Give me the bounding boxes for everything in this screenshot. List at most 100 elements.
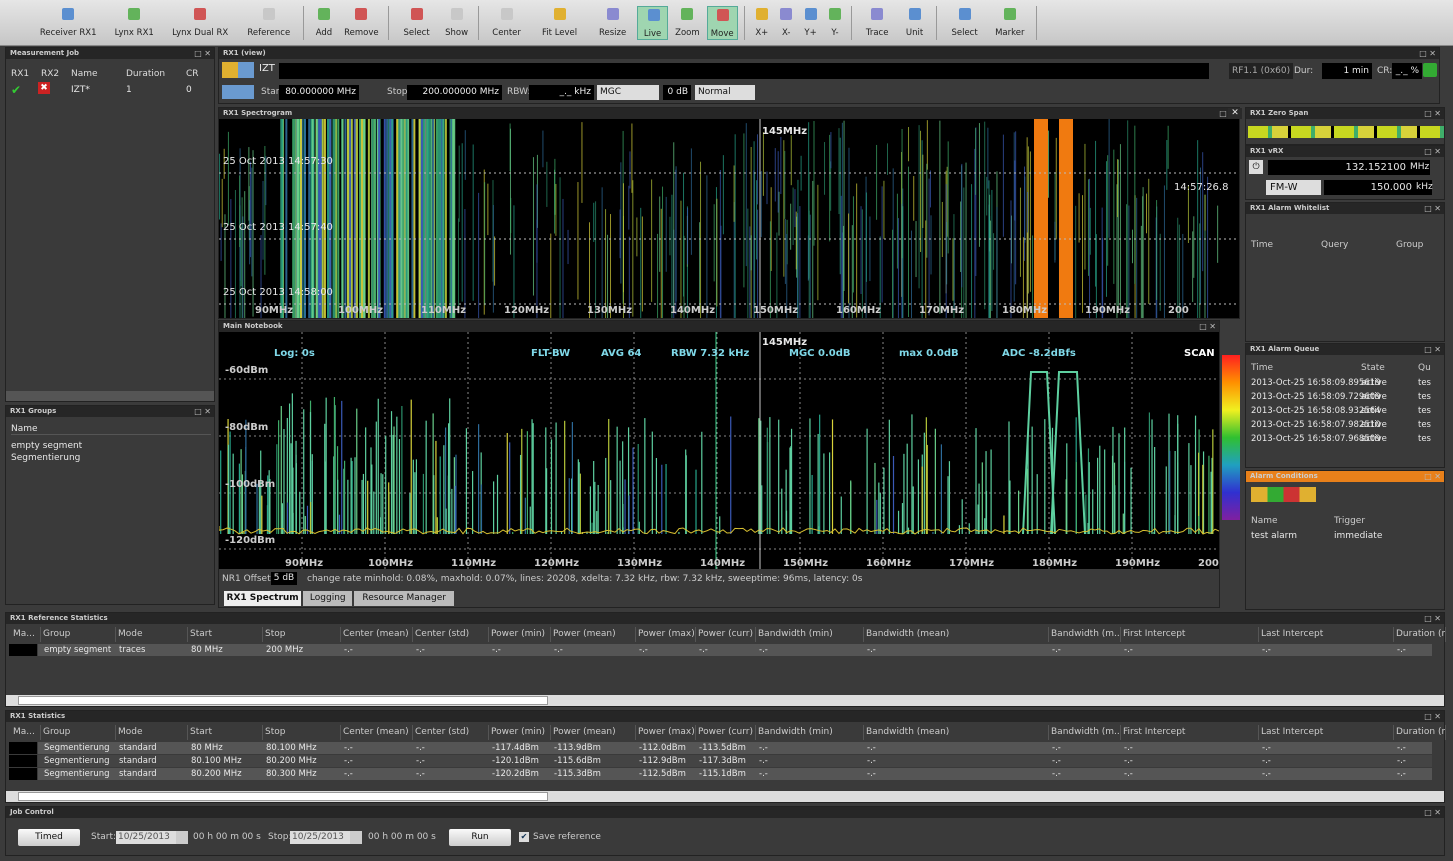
spectrogram-line	[220, 223, 222, 261]
spectrogram-line	[960, 201, 962, 272]
rx2-cross[interactable]: ✖	[38, 82, 50, 94]
toolbar-button[interactable]: Reference	[240, 6, 297, 40]
toolbar-button[interactable]: Y+	[800, 6, 820, 40]
toolbar-button[interactable]: Add	[311, 6, 337, 40]
panel-close[interactable]: □ ✕	[194, 407, 211, 416]
panel-close[interactable]: □ ✕	[1424, 204, 1441, 213]
panel-close[interactable]: □ ✕	[1424, 472, 1441, 481]
cell[interactable]: immediate	[1334, 531, 1383, 541]
toolbar-button[interactable]: X+	[752, 6, 772, 40]
scroll-thumb[interactable]	[18, 696, 548, 705]
condition-tools[interactable]	[1251, 487, 1316, 502]
cell: -.-	[1397, 743, 1406, 753]
status-label: ADC -8.2dBfs	[1002, 348, 1076, 359]
table-row[interactable]	[38, 644, 1432, 656]
toolbar-button[interactable]: Lynx RX1	[108, 6, 160, 40]
rx1-check[interactable]: ✔	[11, 83, 22, 97]
run-button[interactable]: Run	[449, 829, 511, 846]
tab[interactable]: RX1 Spectrum	[224, 591, 302, 606]
table-row[interactable]	[38, 768, 1432, 780]
panel-close[interactable]: □ ✕	[1424, 808, 1441, 817]
panel-close[interactable]: □ ✕	[1424, 614, 1441, 623]
timed-button[interactable]: Timed	[18, 829, 80, 846]
spectrogram-line	[242, 216, 244, 318]
toolbar-button[interactable]: Lynx Dual RX	[164, 6, 236, 40]
button-label: Reference	[247, 28, 291, 38]
panel: RX1 Statistics □ ✕ Ma... Group Mode Start Stop…	[5, 710, 1446, 803]
spectrogram-line	[797, 179, 799, 318]
normal[interactable]: Normal	[695, 85, 755, 100]
mode[interactable]: MGC	[597, 85, 659, 100]
panel-close[interactable]: □ ✕	[1424, 109, 1441, 118]
toolbar-button[interactable]: Receiver RX1	[32, 6, 104, 40]
dur[interactable]: 1 min	[1322, 63, 1372, 79]
scrollbar	[6, 391, 214, 401]
toolbar-button[interactable]: Zoom	[672, 6, 703, 40]
toolbar-button[interactable]: Resize	[592, 6, 633, 40]
toolbar-button[interactable]: Y-	[825, 6, 845, 40]
toolbar-button[interactable]: Fit Level	[531, 6, 588, 40]
toolbar-button[interactable]: Trace	[859, 6, 895, 40]
toolbar-button[interactable]: Marker	[989, 6, 1030, 40]
table-row[interactable]	[38, 742, 1432, 754]
power-button[interactable]: ⏻	[1249, 160, 1263, 174]
cell[interactable]: test alarm	[1251, 531, 1297, 541]
toolbar-button[interactable]: Live	[637, 6, 668, 40]
toolbar-button[interactable]: Select	[396, 6, 437, 40]
start[interactable]: 80.000000 MHz	[279, 85, 359, 100]
spectrogram-line	[986, 176, 988, 216]
toolbar-button[interactable]: Unit	[899, 6, 930, 40]
panel-close[interactable]: ✕	[1228, 108, 1242, 119]
date-picker[interactable]	[176, 831, 188, 844]
refresh-button[interactable]	[1423, 63, 1437, 77]
gain[interactable]: 0 dB	[663, 85, 691, 100]
tab[interactable]: Resource Manager	[354, 591, 454, 606]
scroll-thumb[interactable]	[18, 792, 548, 801]
tool-icons[interactable]	[222, 85, 254, 99]
time-label: 14:57:26.8	[1174, 182, 1229, 193]
cell: -.-	[1262, 769, 1271, 779]
freq[interactable]: 132.152100	[1268, 160, 1410, 175]
cr[interactable]: _._ %	[1392, 63, 1422, 79]
start-date[interactable]: 10/25/2013	[116, 831, 176, 844]
rbw[interactable]: _._ kHz	[529, 85, 594, 100]
cell: active	[1361, 420, 1387, 430]
toolbar-button[interactable]: X-	[776, 6, 796, 40]
spectrogram-line	[422, 119, 425, 318]
panel-close[interactable]: □ ✕	[194, 49, 211, 58]
toolbar-button[interactable]: Move	[706, 6, 738, 40]
panel-close[interactable]: □ ✕	[1199, 322, 1216, 331]
toolbar-button[interactable]: Remove	[341, 6, 382, 40]
panel-close[interactable]: □ ✕	[1219, 109, 1236, 118]
toolbar-button[interactable]: Center	[486, 6, 527, 40]
panel-close[interactable]: □ ✕	[1424, 712, 1441, 721]
panel-close[interactable]: □ ✕	[1419, 49, 1436, 58]
spectrogram-line	[987, 127, 989, 189]
table-row[interactable]	[38, 755, 1432, 767]
bw[interactable]: 150.000	[1324, 180, 1416, 195]
date-picker[interactable]	[350, 831, 362, 844]
spectrogram-line	[411, 119, 414, 318]
button-icon	[553, 8, 566, 20]
stop-date[interactable]: 10/25/2013	[290, 831, 350, 844]
offset[interactable]: 5 dB	[271, 572, 297, 585]
column-header: Bandwidth (min)	[756, 725, 864, 740]
demod[interactable]: FM-W	[1266, 180, 1321, 195]
panel: Main Notebook □ ✕ 145MHz Log: 0s FLT-BW AVG 6…	[218, 320, 1220, 608]
toolbar-button[interactable]: Select	[944, 6, 985, 40]
cell: -.-	[492, 645, 501, 655]
spectrogram-line	[1204, 194, 1206, 231]
toolbar-button[interactable]: Show	[441, 6, 472, 40]
tool-icons[interactable]	[222, 62, 254, 78]
tab[interactable]: Logging	[303, 591, 353, 606]
panel-close[interactable]: □ ✕	[1424, 147, 1441, 156]
spectrogram-line	[1156, 200, 1158, 300]
panel-close[interactable]: □ ✕	[1424, 345, 1441, 354]
group-row[interactable]: Segmentierung	[11, 453, 81, 463]
button-icon	[128, 8, 141, 20]
spectrogram-line	[426, 119, 429, 318]
save-checkbox[interactable]: ✔	[519, 832, 529, 842]
stop[interactable]: 200.000000 MHz	[407, 85, 502, 100]
spectrogram-line	[713, 204, 715, 282]
group-row[interactable]: empty segment	[11, 441, 83, 451]
